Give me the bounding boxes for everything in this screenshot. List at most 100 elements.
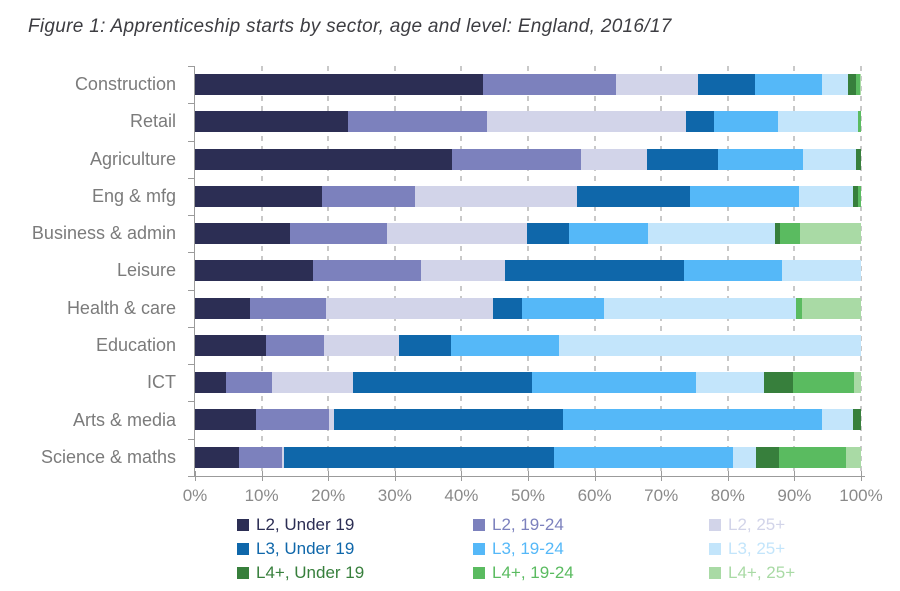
category-label: ICT (147, 372, 176, 393)
stacked-bar (195, 223, 861, 245)
bar-segment (685, 111, 715, 133)
bar-segment (450, 334, 559, 356)
x-axis-tick (794, 471, 796, 481)
bar-segment (576, 185, 691, 207)
y-axis-tick (188, 289, 194, 291)
y-axis-tick (188, 476, 194, 477)
stacked-bar (195, 111, 861, 133)
bar-segment (195, 185, 323, 207)
x-axis-label: 20% (311, 486, 346, 505)
bar-row (195, 66, 861, 103)
stacked-bar (195, 148, 861, 170)
bar-segment (493, 297, 522, 319)
legend-item: L3, 19-24 (473, 537, 709, 561)
bar-segment (195, 74, 484, 95)
bar-segment (859, 74, 861, 95)
bar-segment (504, 260, 684, 282)
x-axis-tick (461, 471, 463, 481)
x-axis-label: 60% (577, 486, 612, 505)
bar-segment (779, 223, 800, 245)
bar-segment (195, 409, 256, 431)
x-axis-label: 100% (839, 486, 883, 505)
bar-segment (858, 111, 861, 133)
y-axis-tick (188, 66, 194, 67)
category-label: Construction (74, 74, 176, 95)
y-axis-line (194, 66, 195, 477)
bar-segment (334, 409, 563, 431)
bar-segment (531, 372, 696, 394)
bar-segment (452, 148, 582, 170)
bar-segment (195, 446, 239, 468)
bar-segment (801, 297, 861, 319)
bar-segment (647, 223, 776, 245)
bar-row (195, 141, 861, 178)
stacked-bar (195, 409, 861, 431)
x-axis-label: 80% (710, 486, 745, 505)
bar-segment (763, 372, 793, 394)
bar-segment (854, 372, 861, 394)
bar-segment (690, 185, 800, 207)
bar-row (195, 401, 861, 438)
x-axis-label: 30% (377, 486, 412, 505)
y-axis-tick (188, 438, 194, 440)
bar-segment (352, 372, 532, 394)
x-axis-tick (861, 471, 862, 481)
legend-item: L2, Under 19 (237, 513, 473, 537)
bar-row (195, 327, 861, 364)
bar-segment (569, 223, 648, 245)
x-axis-tick (195, 471, 196, 481)
legend-swatch (473, 567, 485, 579)
bar-segment (799, 223, 861, 245)
bar-row (195, 215, 861, 252)
legend-swatch (237, 567, 249, 579)
bar-segment (238, 446, 282, 468)
category-label: Retail (129, 111, 176, 132)
legend-item: L3, 25+ (709, 537, 879, 561)
y-axis-tick (188, 364, 194, 366)
y-axis-tick (188, 177, 194, 179)
bar-segment (312, 260, 421, 282)
legend-label: L4+, 25+ (728, 563, 796, 582)
legend-label: L4+, Under 19 (256, 563, 365, 582)
bar-segment (646, 148, 719, 170)
legend-label: L3, Under 19 (256, 539, 355, 558)
category-label: Health & care (66, 297, 176, 318)
bar-segment (558, 334, 861, 356)
legend-swatch (473, 519, 485, 531)
bar-segment (322, 185, 415, 207)
bar-segment (856, 74, 860, 95)
bar-segment (386, 223, 528, 245)
bar-segment (777, 111, 859, 133)
stacked-bar (195, 334, 861, 356)
bar-segment (799, 185, 853, 207)
category-axis: Construction Retail Agriculture Eng & mfg Bu… (0, 66, 185, 476)
bar-segment (775, 223, 780, 245)
y-axis-tick (188, 252, 194, 254)
x-axis-label: 40% (444, 486, 479, 505)
bar-segment (281, 446, 285, 468)
bar-segment (821, 74, 849, 95)
bar-segment (250, 297, 326, 319)
bar-row (195, 252, 861, 289)
bar-segment (852, 409, 861, 431)
category-label: Eng & mfg (91, 185, 176, 206)
legend-item: L4+, 19-24 (473, 561, 709, 585)
bar-segment (858, 185, 861, 207)
plot-area (195, 66, 862, 476)
bar-segment (527, 223, 570, 245)
bar-segment (325, 297, 494, 319)
legend-swatch (709, 567, 721, 579)
bar-segment (420, 260, 505, 282)
stacked-bar (195, 446, 861, 468)
bar-segment (695, 372, 764, 394)
legend-swatch (473, 543, 485, 555)
bar-row (195, 364, 861, 401)
bar-segment (755, 74, 822, 95)
x-axis-label: 70% (644, 486, 679, 505)
y-axis-tick (188, 215, 194, 217)
gridline-100 (860, 66, 862, 476)
legend-label: L2, Under 19 (256, 515, 355, 534)
bar-segment (733, 446, 756, 468)
bar-segment (195, 223, 290, 245)
x-axis-label: 0% (182, 486, 208, 505)
